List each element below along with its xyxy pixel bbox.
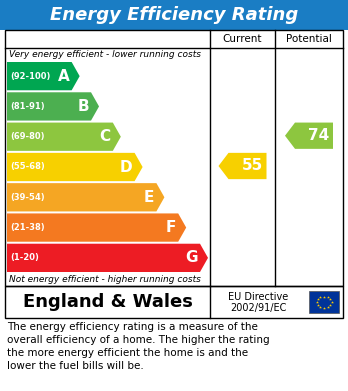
Polygon shape [219,153,267,179]
Text: the more energy efficient the home is and the: the more energy efficient the home is an… [7,348,248,358]
Text: (21-38): (21-38) [10,223,45,232]
Text: (55-68): (55-68) [10,163,45,172]
Text: Potential: Potential [286,34,332,44]
Text: 2002/91/EC: 2002/91/EC [230,303,286,314]
Text: C: C [100,129,111,144]
Text: England & Wales: England & Wales [23,293,192,311]
Text: (81-91): (81-91) [10,102,45,111]
Text: 74: 74 [308,128,330,143]
Polygon shape [7,213,186,242]
Bar [309,291,339,313]
Text: G: G [185,250,198,265]
Text: The energy efficiency rating is a measure of the: The energy efficiency rating is a measur… [7,322,258,332]
Polygon shape [285,122,333,149]
Polygon shape [7,62,80,90]
Text: Energy Efficiency Rating: Energy Efficiency Rating [50,6,298,24]
Text: (39-54): (39-54) [10,193,45,202]
Polygon shape [7,183,164,212]
Polygon shape [7,92,99,120]
Text: A: A [58,69,70,84]
Bar [5,30,343,286]
Text: lower the fuel bills will be.: lower the fuel bills will be. [7,361,144,371]
Text: (69-80): (69-80) [10,132,45,141]
Text: EU Directive: EU Directive [228,292,288,301]
Polygon shape [7,153,143,181]
Text: overall efficiency of a home. The higher the rating: overall efficiency of a home. The higher… [7,335,270,345]
Text: F: F [166,220,176,235]
Text: Not energy efficient - higher running costs: Not energy efficient - higher running co… [9,275,201,284]
Bar [0,0,348,30]
Text: E: E [144,190,155,205]
Text: (1-20): (1-20) [10,253,39,262]
Polygon shape [7,244,208,272]
Text: (92-100): (92-100) [10,72,50,81]
Text: D: D [120,160,133,174]
Text: Very energy efficient - lower running costs: Very energy efficient - lower running co… [9,50,201,59]
Text: 55: 55 [242,158,263,174]
Text: B: B [77,99,89,114]
Text: Current: Current [223,34,262,44]
Polygon shape [7,122,121,151]
Bar [5,286,343,318]
